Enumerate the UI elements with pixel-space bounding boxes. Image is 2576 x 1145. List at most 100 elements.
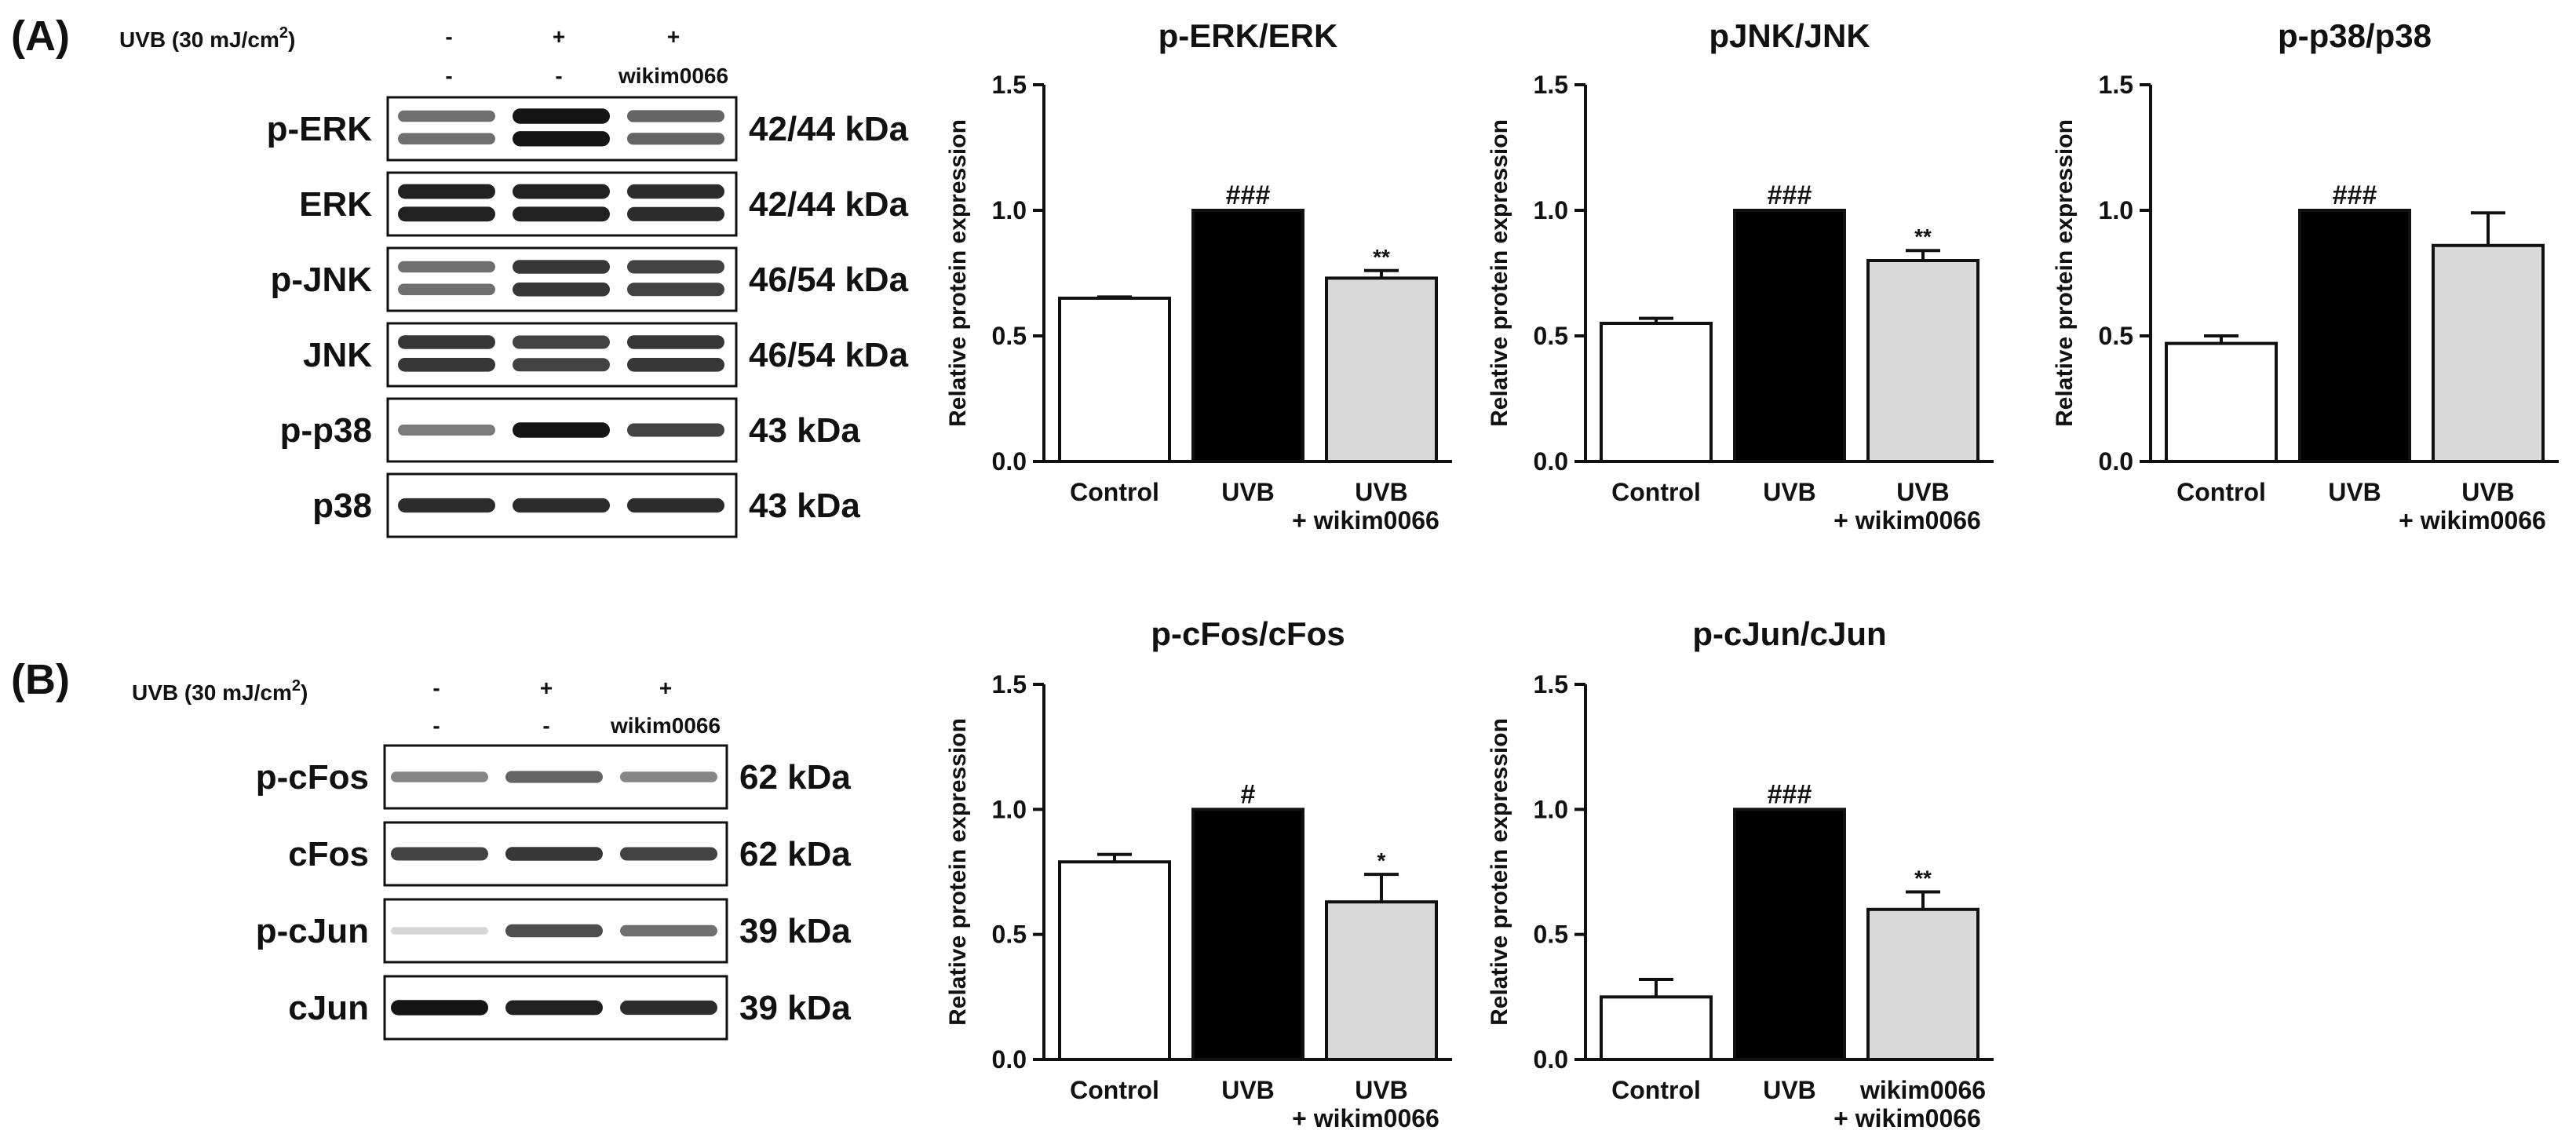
x-category-label: UVB: [1896, 478, 1950, 506]
blot-strip: [386, 322, 738, 388]
band: [391, 1000, 488, 1016]
molecular-weight-label: 42/44 kDa: [749, 110, 909, 148]
band: [627, 423, 724, 437]
molecular-weight-label: 39 kDa: [739, 989, 851, 1027]
bar: [2432, 243, 2545, 463]
bar: [1733, 209, 1846, 463]
protein-label: cJun: [288, 989, 369, 1027]
bar: [1058, 860, 1171, 1061]
bar-chart-3: p-p38/p38 Relative protein expression 0.0 0…: [2052, 17, 2559, 534]
significance-marker: #: [1241, 779, 1256, 809]
band: [513, 206, 610, 222]
y-tick-label: 1.0: [2099, 196, 2133, 224]
y-tick-label: 1.5: [992, 71, 1027, 99]
bar-chart-4: p-cFos/cFos Relative protein expression 0.…: [945, 615, 1452, 1132]
x-category-label: + wikim0066: [1833, 506, 1981, 534]
y-tick-label: 1.0: [992, 196, 1027, 224]
bar-chart-5: p-cJun/cJun Relative protein expression 0.…: [1487, 615, 1994, 1132]
molecular-weight-label: 43 kDa: [749, 411, 860, 450]
western-blot-a: UVB (30 mJ/cm2) - + + - - wikim0066 p-ER…: [119, 24, 909, 538]
x-category-label: UVB: [1221, 1076, 1275, 1104]
band: [513, 260, 610, 274]
significance-marker: ###: [2333, 181, 2377, 210]
bar: [1058, 297, 1171, 463]
molecular-weight-label: 62 kDa: [739, 835, 851, 873]
x-category-label: wikim0066: [1859, 1076, 1986, 1104]
significance-marker: ###: [1768, 181, 1812, 210]
x-category-label: Control: [2176, 478, 2266, 506]
y-tick-label: 0.0: [992, 447, 1027, 476]
band: [398, 110, 495, 122]
uvb-condition-label-b: UVB (30 mJ/cm2): [132, 677, 308, 705]
x-category-label: Control: [1070, 478, 1159, 506]
y-tick-label: 1.5: [1534, 670, 1568, 698]
x-category-label: UVB: [2328, 478, 2381, 506]
protein-label: p-p38: [280, 411, 372, 450]
band: [398, 206, 495, 222]
x-category-label: Control: [1611, 1076, 1701, 1104]
band: [391, 771, 488, 782]
blot-a-row-p-JNK: p-JNK 46/54 kDa: [270, 246, 909, 312]
blot-b-row-cJun: cJun 39 kDa: [288, 975, 851, 1041]
blot-b-row-cFos: cFos 62 kDa: [288, 821, 851, 887]
y-tick-label: 0.0: [992, 1045, 1027, 1074]
uvb-sign-lane-2: +: [553, 24, 565, 49]
chart-title: pJNK/JNK: [1709, 17, 1870, 54]
y-axis-label: Relative protein expression: [1487, 718, 1512, 1026]
band: [513, 108, 610, 124]
blot-a-row-ERK: ERK 42/44 kDa: [299, 171, 909, 237]
x-category-label: Control: [1611, 478, 1701, 506]
band: [398, 184, 495, 199]
significance-marker: **: [1914, 224, 1932, 249]
band: [513, 283, 610, 297]
band: [627, 260, 724, 274]
band: [505, 771, 603, 783]
band: [627, 133, 724, 145]
significance-marker: **: [1373, 245, 1390, 269]
band: [620, 771, 717, 782]
blot-a-row-JNK: JNK 46/54 kDa: [303, 322, 909, 388]
treatment-sign-b-lane-2: -: [542, 713, 549, 738]
protein-label: p38: [312, 487, 372, 525]
band: [513, 498, 610, 513]
significance-marker: **: [1914, 866, 1932, 890]
band: [398, 358, 495, 372]
band: [627, 184, 724, 199]
band: [505, 847, 603, 861]
bar: [1191, 209, 1304, 463]
molecular-weight-label: 43 kDa: [749, 487, 860, 525]
band: [620, 1000, 717, 1016]
protein-label: ERK: [299, 185, 372, 224]
molecular-weight-label: 46/54 kDa: [749, 336, 909, 374]
chart-title: p-cFos/cFos: [1151, 615, 1345, 652]
bar-chart-2: pJNK/JNK Relative protein expression 0.0 0.…: [1487, 17, 1994, 534]
x-category-label: UVB: [1355, 1076, 1408, 1104]
uvb-sign-lane-3: +: [667, 24, 680, 49]
band: [505, 1000, 603, 1016]
chart-title: p-cJun/cJun: [1692, 615, 1886, 652]
band: [513, 335, 610, 349]
blot-strip: [386, 96, 738, 162]
x-category-label: UVB: [1221, 478, 1275, 506]
uvb-sign-lane-1: -: [445, 24, 452, 49]
protein-label: p-cFos: [256, 758, 369, 797]
bar-charts: p-ERK/ERK Relative protein expression 0.0 0…: [945, 17, 2559, 1132]
panel-label-a: (A): [11, 13, 70, 60]
y-tick-label: 0.0: [1534, 447, 1568, 476]
molecular-weight-label: 42/44 kDa: [749, 185, 909, 224]
significance-marker: ###: [1768, 779, 1812, 809]
x-category-label: UVB: [1355, 478, 1408, 506]
chart-title: p-ERK/ERK: [1158, 17, 1338, 54]
y-axis-label: Relative protein expression: [945, 718, 971, 1026]
chart-title: p-p38/p38: [2278, 17, 2432, 54]
uvb-sign-b-lane-3: +: [659, 676, 672, 700]
bar: [1733, 808, 1846, 1062]
y-tick-label: 1.0: [1534, 795, 1568, 823]
band: [505, 924, 603, 938]
x-category-label: UVB: [1763, 1076, 1816, 1104]
band: [513, 358, 610, 372]
y-tick-label: 0.0: [1534, 1045, 1568, 1074]
blot-a-row-p38: p38 43 kDa: [312, 472, 860, 538]
y-tick-label: 1.0: [1534, 196, 1568, 224]
protein-label: cFos: [288, 835, 369, 873]
